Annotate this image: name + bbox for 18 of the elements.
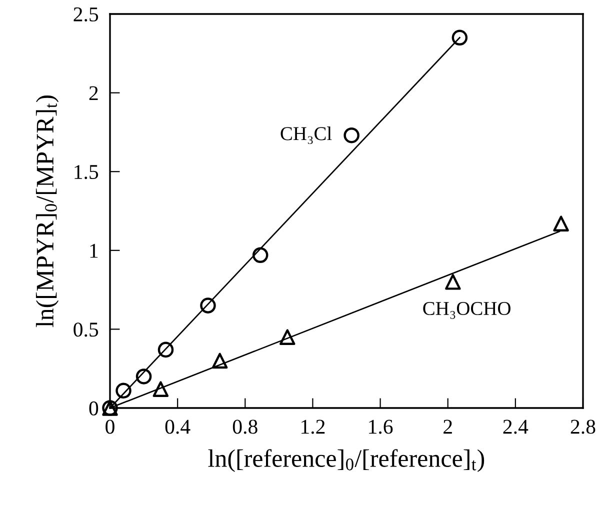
y-tick-label: 1.5 xyxy=(74,165,98,180)
x-axis-title: ln([reference]$_{0}$/[reference]$_{t}$) xyxy=(208,449,484,472)
series-label: CH₃Cl xyxy=(280,126,332,144)
y-tick-label: 2.5 xyxy=(74,7,98,22)
y-axis-title: ln([MPYR]$_{0}$/[MPYR]$_{t}$) xyxy=(36,95,59,328)
x-tick-label: 2.4 xyxy=(503,420,528,434)
y-tick-label: 0.5 xyxy=(74,322,98,337)
y-tick-label: 0 xyxy=(89,401,98,416)
x-tick-label: 1.6 xyxy=(369,420,393,434)
x-tick-label: 2 xyxy=(444,420,452,434)
y-tick-label: 2 xyxy=(89,86,98,100)
x-tick-label: 0.4 xyxy=(165,420,190,434)
x-tick-label: 0.8 xyxy=(232,420,258,434)
series-label: CH₃OCHO xyxy=(423,302,510,319)
y-tick-label: 1 xyxy=(90,244,98,258)
x-tick-label: 1.2 xyxy=(302,420,325,434)
x-tick-label: 2.8 xyxy=(570,420,596,434)
x-tick-label: 0 xyxy=(106,420,114,434)
